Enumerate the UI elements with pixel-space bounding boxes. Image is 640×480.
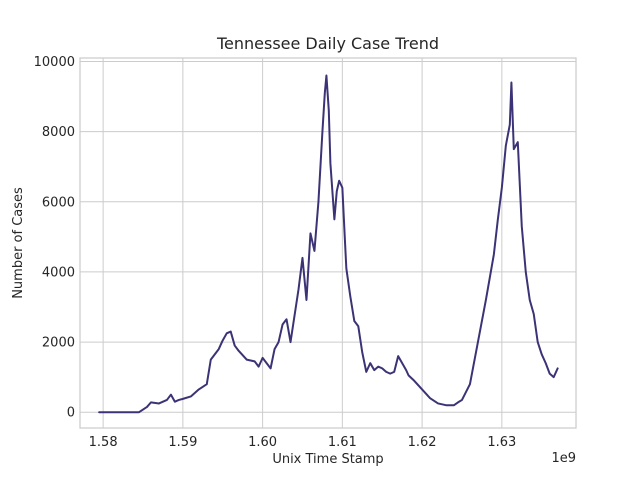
x-tick-label: 1.58 xyxy=(89,435,118,450)
x-tick-label: 1.61 xyxy=(328,435,357,450)
tick-labels: 1.58 1.59 1.60 1.61 1.62 1.63 0 2000 4000 6000 800… xyxy=(34,55,517,450)
x-axis-label: Unix Time Stamp xyxy=(272,452,383,467)
x-tick-label: 1.62 xyxy=(408,435,437,450)
x-axis-offset-label: 1e9 xyxy=(551,451,576,466)
series-layer xyxy=(98,74,559,414)
y-tick-label: 2000 xyxy=(42,336,75,351)
y-tick-label: 0 xyxy=(67,406,75,421)
x-tick-label: 1.60 xyxy=(248,435,277,450)
y-tick-label: 8000 xyxy=(42,125,75,140)
x-tick-label: 1.59 xyxy=(168,435,197,450)
grid-lines xyxy=(80,58,576,428)
y-axis-label: Number of Cases xyxy=(11,187,26,299)
y-tick-label: 4000 xyxy=(42,265,75,280)
plot-frame xyxy=(79,57,577,429)
y-tick-label: 6000 xyxy=(42,195,75,210)
series-line-0 xyxy=(98,74,559,414)
x-tick-label: 1.63 xyxy=(487,435,516,450)
chart-title: Tennessee Daily Case Trend xyxy=(216,34,439,53)
y-tick-label: 10000 xyxy=(34,55,75,70)
